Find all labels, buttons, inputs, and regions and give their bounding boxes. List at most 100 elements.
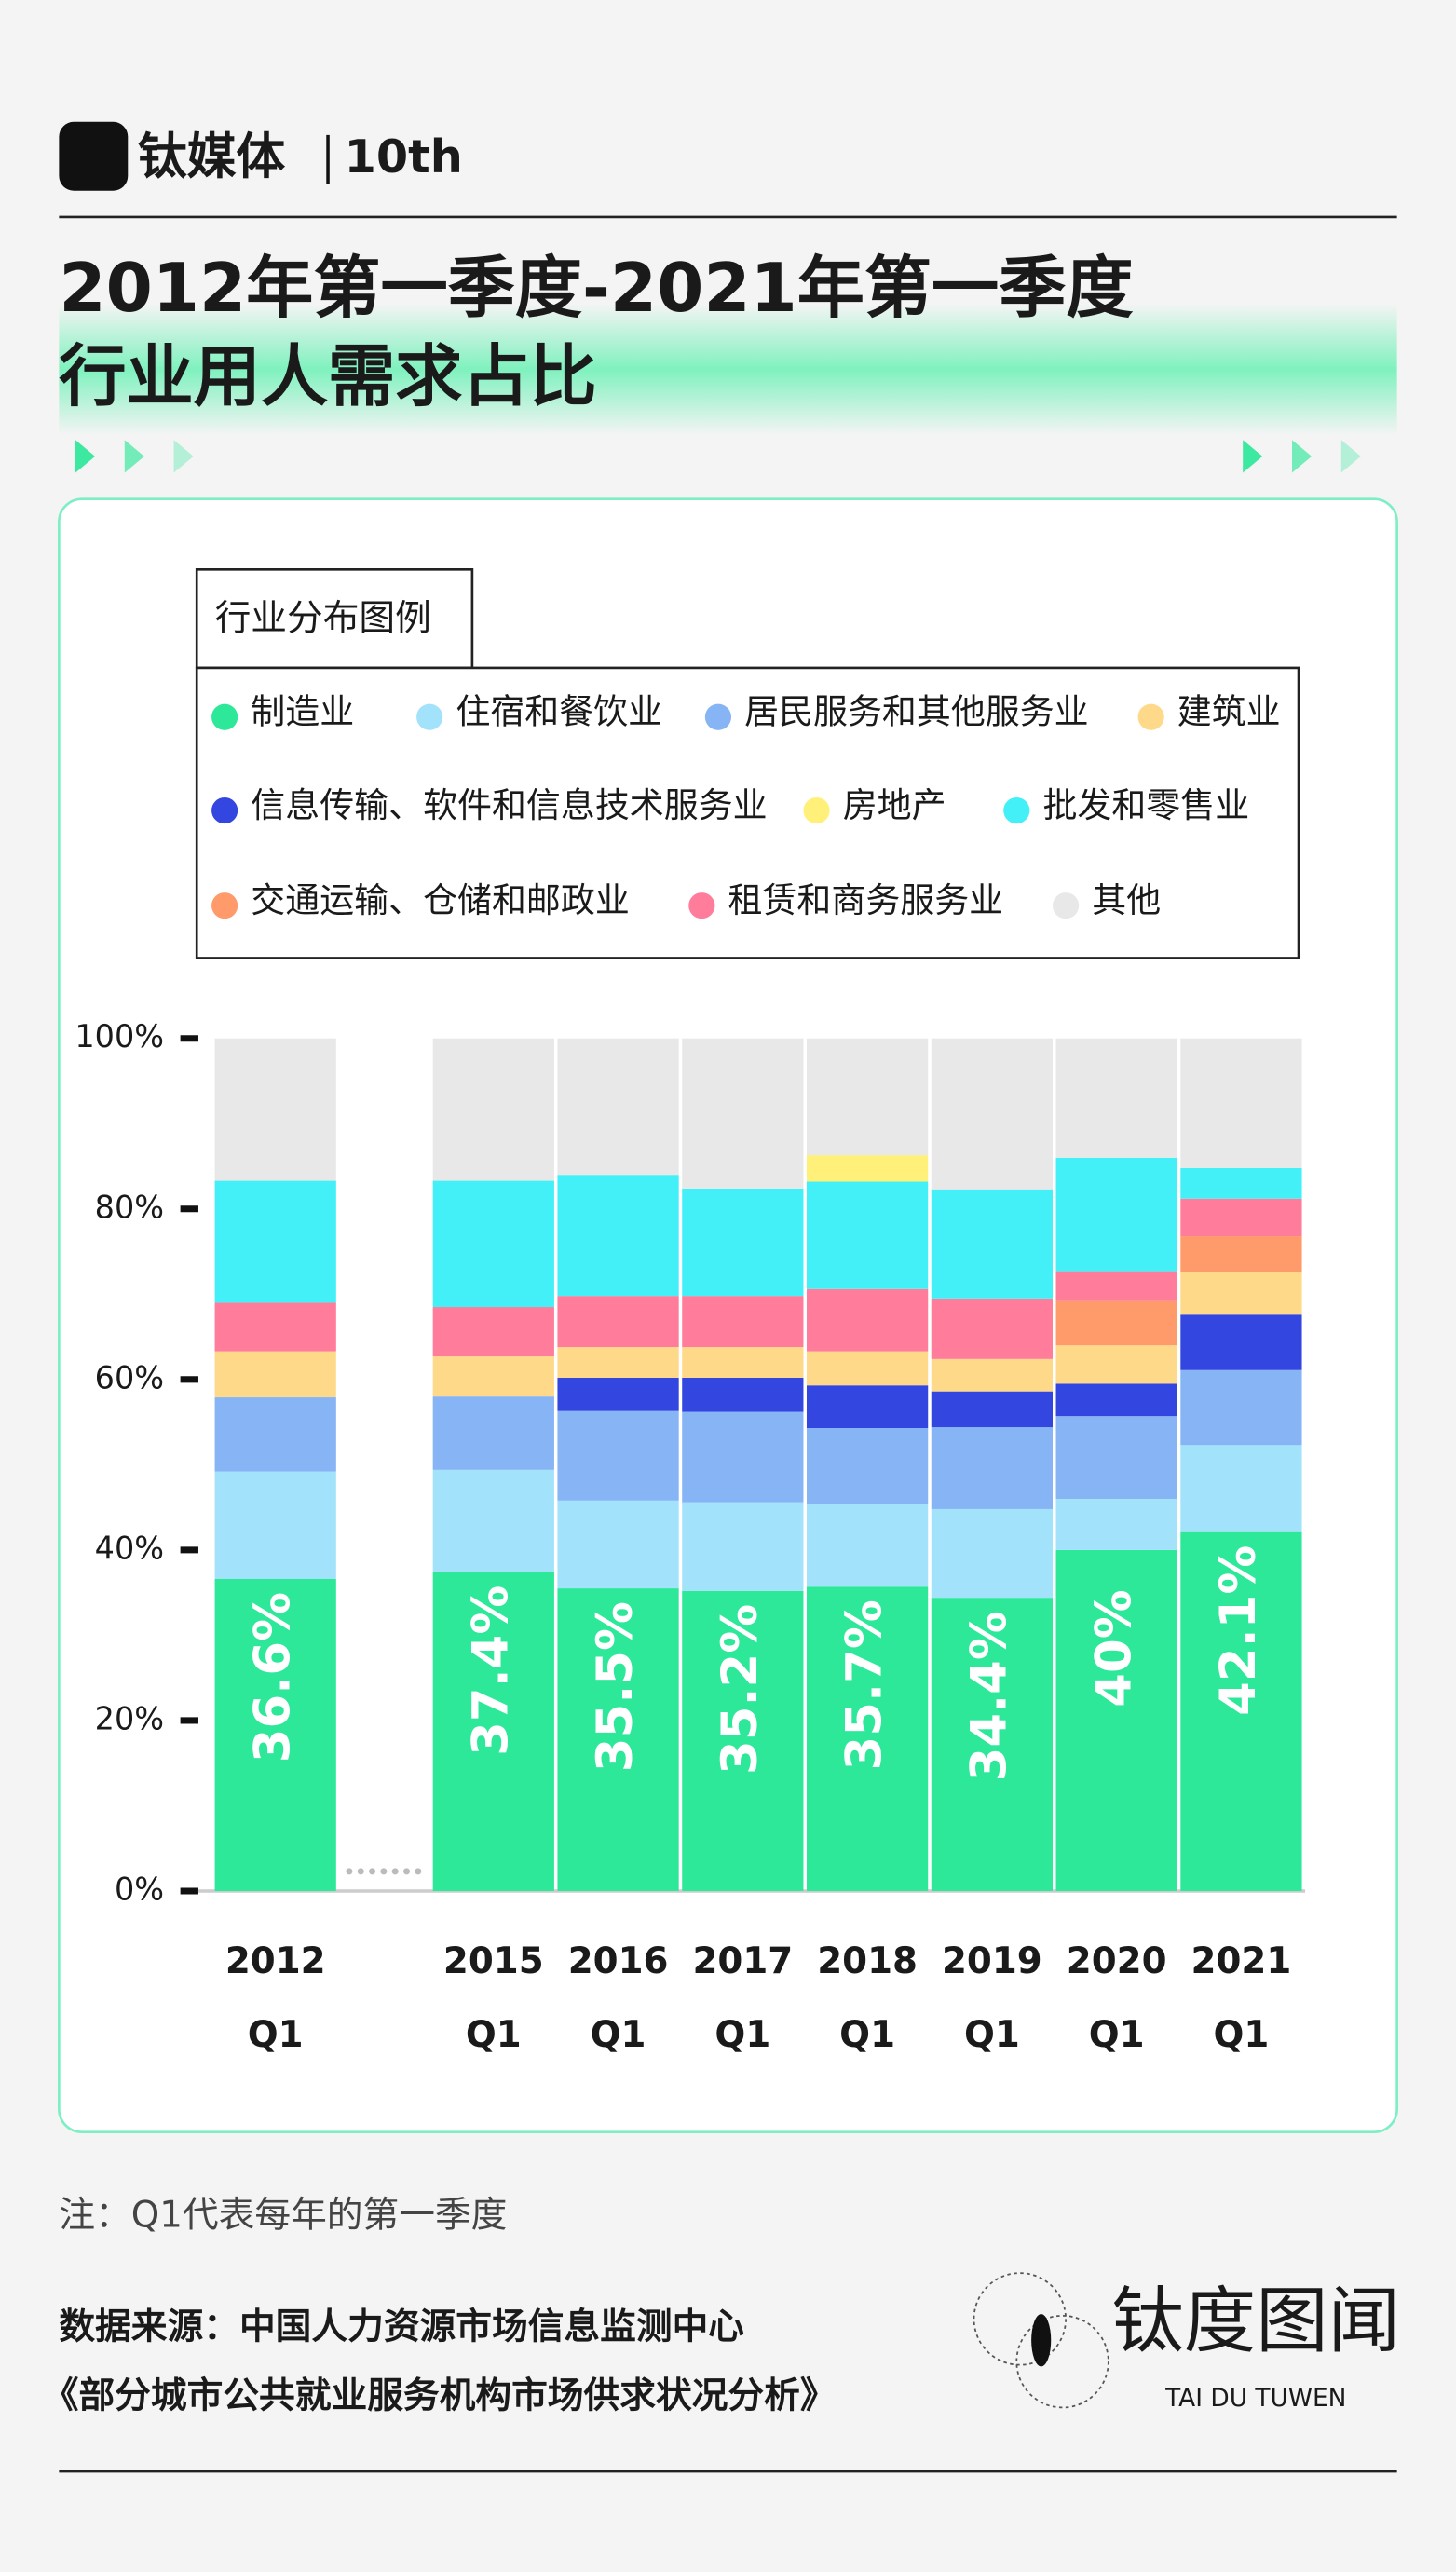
legend-swatch (211, 703, 238, 730)
title-highlight (59, 304, 1397, 435)
bar-segment (1055, 1157, 1177, 1272)
bar-segment (682, 1038, 804, 1189)
x-tick-label: 2021 (1191, 1940, 1292, 1982)
legend-title: 行业分布图例 (215, 597, 431, 639)
brand: 钛媒体 (138, 129, 286, 185)
bar-segment (557, 1588, 679, 1891)
bar-segment (1055, 1498, 1177, 1550)
x-tick-label: Q1 (1089, 2014, 1145, 2056)
bar-segment (1180, 1167, 1302, 1199)
legend-swatch (1053, 892, 1080, 919)
legend-label: 居民服务和其他服务业 (744, 692, 1089, 732)
data-label: 35.7% (837, 1599, 893, 1770)
bar-segment (1180, 1445, 1302, 1532)
bar-segment (557, 1410, 679, 1501)
legend-title-box (195, 568, 474, 670)
x-tick-label: 2017 (692, 1940, 793, 1982)
x-tick-label: Q1 (714, 2014, 770, 2056)
bar-segment (214, 1351, 336, 1398)
bar-segment (1055, 1383, 1177, 1417)
data-label: 36.6% (244, 1592, 301, 1762)
badge: 10th (345, 129, 463, 184)
bar-segment (432, 1180, 554, 1308)
legend-label: 信息传输、软件和信息技术服务业 (251, 785, 767, 825)
bar-segment (806, 1155, 929, 1182)
logo-icon (59, 121, 129, 191)
y-tick-label: 0% (115, 1871, 164, 1907)
x-tick-label: 2016 (568, 1940, 669, 1982)
bar-segment (1180, 1531, 1302, 1891)
bar-segment (1180, 1198, 1302, 1237)
y-tick-label: 60% (95, 1359, 164, 1395)
bar-segment (432, 1396, 554, 1470)
legend-label: 批发和零售业 (1042, 785, 1249, 825)
legend-label: 住宿和餐饮业 (456, 692, 662, 732)
brand-logo (973, 2272, 1067, 2366)
source: 《部分城市公共就业服务机构市场供求状况分析》 (43, 2375, 837, 2416)
legend-label: 交通运输、仓储和邮政业 (251, 880, 629, 920)
note: 注：Q1代表每年的第一季度 (59, 2195, 507, 2237)
brand-logo (1015, 2314, 1109, 2409)
bar-segment (682, 1347, 804, 1378)
bar-segment (432, 1038, 554, 1181)
bar-segment (1055, 1549, 1177, 1891)
bar-segment (931, 1508, 1054, 1599)
bar-segment (806, 1427, 929, 1504)
y-tick-label: 40% (95, 1530, 164, 1566)
x-tick-label: Q1 (591, 2014, 646, 2056)
bar-segment (931, 1189, 1054, 1299)
bar-segment (931, 1038, 1054, 1190)
x-tick-label: 2019 (942, 1940, 1042, 1982)
bar-segment (1180, 1369, 1302, 1446)
x-tick-label: Q1 (248, 2014, 304, 2056)
x-tick-label: 2020 (1067, 1940, 1167, 1982)
bar-segment (806, 1038, 929, 1156)
legend-label: 房地产 (843, 785, 946, 825)
bar-segment (931, 1391, 1054, 1428)
bar-segment (557, 1347, 679, 1378)
bar-segment (557, 1377, 679, 1411)
bar-segment (557, 1038, 679, 1176)
bar-segment (931, 1427, 1054, 1509)
bar-segment (682, 1377, 804, 1412)
bar-segment (682, 1502, 804, 1591)
bar-segment (1055, 1300, 1177, 1346)
y-tick-label: 20% (95, 1700, 164, 1736)
brand-logo (1031, 2314, 1052, 2367)
bar-segment (682, 1188, 804, 1297)
bar-segment (682, 1590, 804, 1891)
data-label: 35.2% (712, 1604, 769, 1775)
bar-segment (682, 1411, 804, 1503)
footer-brand: 钛度图闻 (1111, 2279, 1400, 2363)
x-tick-label: Q1 (466, 2014, 522, 2056)
bar-segment (806, 1385, 929, 1428)
bar-segment (432, 1356, 554, 1397)
bar-segment (1055, 1345, 1177, 1384)
title: 行业用人需求占比 (59, 338, 596, 416)
legend-swatch (688, 892, 715, 919)
bar-segment (1180, 1236, 1302, 1272)
footer-brand-en: TAI DU TUWEN (1164, 2384, 1346, 2413)
bar-segment (931, 1298, 1054, 1359)
bar-segment (806, 1288, 929, 1352)
bar-segment (1055, 1416, 1177, 1499)
bar-segment (1055, 1038, 1177, 1158)
bar-segment (214, 1397, 336, 1472)
data-label: 34.4% (961, 1611, 1018, 1781)
title: 2012年第一季度-2021年第一季度 (59, 250, 1133, 328)
bar-segment (806, 1351, 929, 1386)
bar-segment (557, 1500, 679, 1589)
bar-segment (806, 1181, 929, 1289)
legend-swatch (1003, 796, 1030, 824)
bar-segment (931, 1358, 1054, 1392)
x-tick-label: 2015 (443, 1940, 544, 1982)
bar-segment (214, 1579, 336, 1891)
legend-label: 建筑业 (1177, 692, 1281, 732)
x-tick-label: Q1 (1213, 2014, 1269, 2056)
gap-dots (346, 1868, 422, 1875)
data-label: 35.5% (587, 1601, 644, 1772)
y-tick-label: 100% (75, 1018, 164, 1055)
y-tick-label: 80% (95, 1189, 164, 1225)
bar-segment (1055, 1271, 1177, 1301)
